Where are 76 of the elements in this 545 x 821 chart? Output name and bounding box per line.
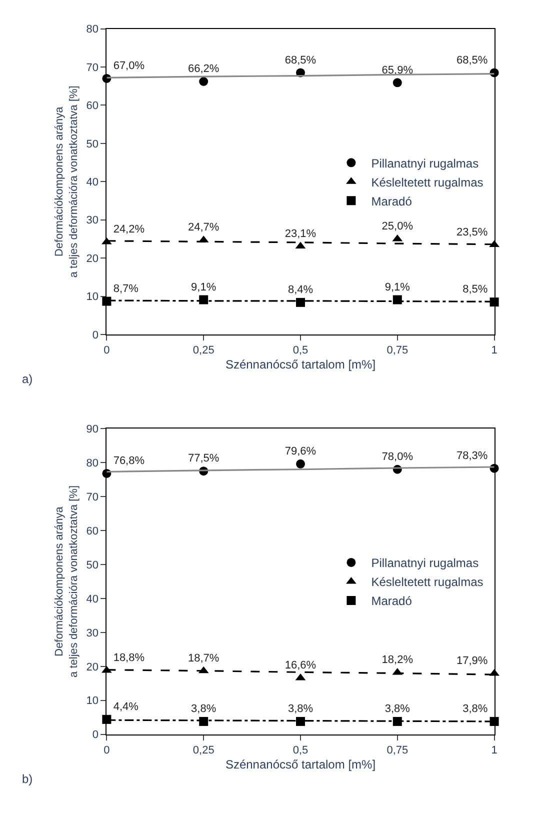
data-label: 16,6% xyxy=(284,660,316,672)
data-label: 25,0% xyxy=(382,220,414,233)
point xyxy=(296,459,305,468)
x-tick-label: 0,75 xyxy=(386,344,408,357)
legend-label: Késleltetett rugalmas xyxy=(371,575,484,590)
y-axis-title: Deformációkomponens aránya a teljes deformációra vonatkoztatva [%] xyxy=(54,485,80,678)
legend-label: Késleltetett rugalmas xyxy=(371,175,484,190)
data-label: 67,0% xyxy=(113,60,145,72)
y-tick-label: 20 xyxy=(86,661,98,674)
data-label: 8,7% xyxy=(113,282,139,295)
text: b) xyxy=(22,772,33,786)
y-tick-label: 90 xyxy=(86,423,98,436)
data-label: 68,5% xyxy=(456,54,488,66)
x-axis-title: Szénnanócső tartalom [m%] xyxy=(225,757,376,772)
data-label: 76,8% xyxy=(113,455,145,468)
y-axis-title: Deformációkomponens aránya a teljes deformációra vonatkoztatva [%] xyxy=(54,86,80,278)
y-tick-label: 10 xyxy=(86,695,98,708)
y-tick-label: 60 xyxy=(86,100,98,112)
point xyxy=(199,77,208,86)
x-axis-title: Szénnanócső tartalom [m%] xyxy=(225,358,376,372)
point xyxy=(392,78,402,88)
data-label: 78,3% xyxy=(456,450,488,462)
y-tick-label: 50 xyxy=(86,559,98,572)
data-label: 18,7% xyxy=(188,652,220,664)
data-label: 77,5% xyxy=(188,452,220,465)
data-label: 3,8% xyxy=(191,703,216,716)
y-tick-label: 0 xyxy=(92,729,98,742)
y-tick-label: 0 xyxy=(92,329,98,342)
data-label: 4,4% xyxy=(113,701,139,714)
data-label: 18,2% xyxy=(382,654,414,666)
y-tick-label: 30 xyxy=(86,627,98,640)
y-tick-label: 30 xyxy=(86,214,98,227)
data-label: 17,9% xyxy=(456,655,488,668)
data-label: 3,8% xyxy=(384,703,410,716)
x-tick-label: 1 xyxy=(491,744,498,757)
data-label: 3,8% xyxy=(288,703,314,716)
legend-label: Maradó xyxy=(371,594,412,608)
x-tick-label: 0 xyxy=(104,744,110,757)
x-tick-label: 0,25 xyxy=(192,744,214,757)
y-tick-label: 70 xyxy=(86,491,98,504)
y-tick-label: 40 xyxy=(86,593,98,606)
data-label: 79,6% xyxy=(284,446,316,458)
data-label: 66,2% xyxy=(188,63,220,76)
data-label: 9,1% xyxy=(191,281,216,294)
point xyxy=(296,716,305,726)
x-tick-label: 0 xyxy=(104,344,110,357)
y-tick-label: 50 xyxy=(86,138,98,150)
point xyxy=(296,298,305,307)
y-tick-label: 10 xyxy=(86,291,98,304)
legend-label: Pillanatnyi rugalmas xyxy=(371,156,479,170)
y-tick-label: 20 xyxy=(86,252,98,265)
data-label: 24,2% xyxy=(113,224,145,236)
data-label: 65,9% xyxy=(382,64,414,76)
x-tick-label: 0,5 xyxy=(292,744,308,757)
data-label: 68,5% xyxy=(284,54,316,66)
y-tick-label: 70 xyxy=(86,62,98,74)
data-label: 8,4% xyxy=(288,284,314,296)
y-tick-label: 80 xyxy=(86,457,98,470)
data-label: 8,5% xyxy=(462,284,488,296)
data-label: 23,1% xyxy=(284,228,316,240)
legend-label: Pillanatnyi rugalmas xyxy=(371,556,479,570)
x-tick-label: 0,75 xyxy=(386,744,408,757)
data-label: 3,8% xyxy=(462,703,488,716)
y-tick-label: 80 xyxy=(86,24,98,36)
data-label: 23,5% xyxy=(456,226,488,238)
data-label: 9,1% xyxy=(384,281,410,294)
data-label: 24,7% xyxy=(188,222,220,234)
y-tick-label: 40 xyxy=(86,176,98,188)
x-tick-label: 1 xyxy=(491,344,498,357)
legend-label: Maradó xyxy=(371,194,412,208)
y-tick-label: 60 xyxy=(86,525,98,538)
data-label: 78,0% xyxy=(382,450,414,463)
data-label: 18,8% xyxy=(113,652,145,664)
text: a) xyxy=(22,372,33,386)
x-tick-label: 0,25 xyxy=(192,344,214,357)
x-tick-label: 0,5 xyxy=(292,344,308,357)
